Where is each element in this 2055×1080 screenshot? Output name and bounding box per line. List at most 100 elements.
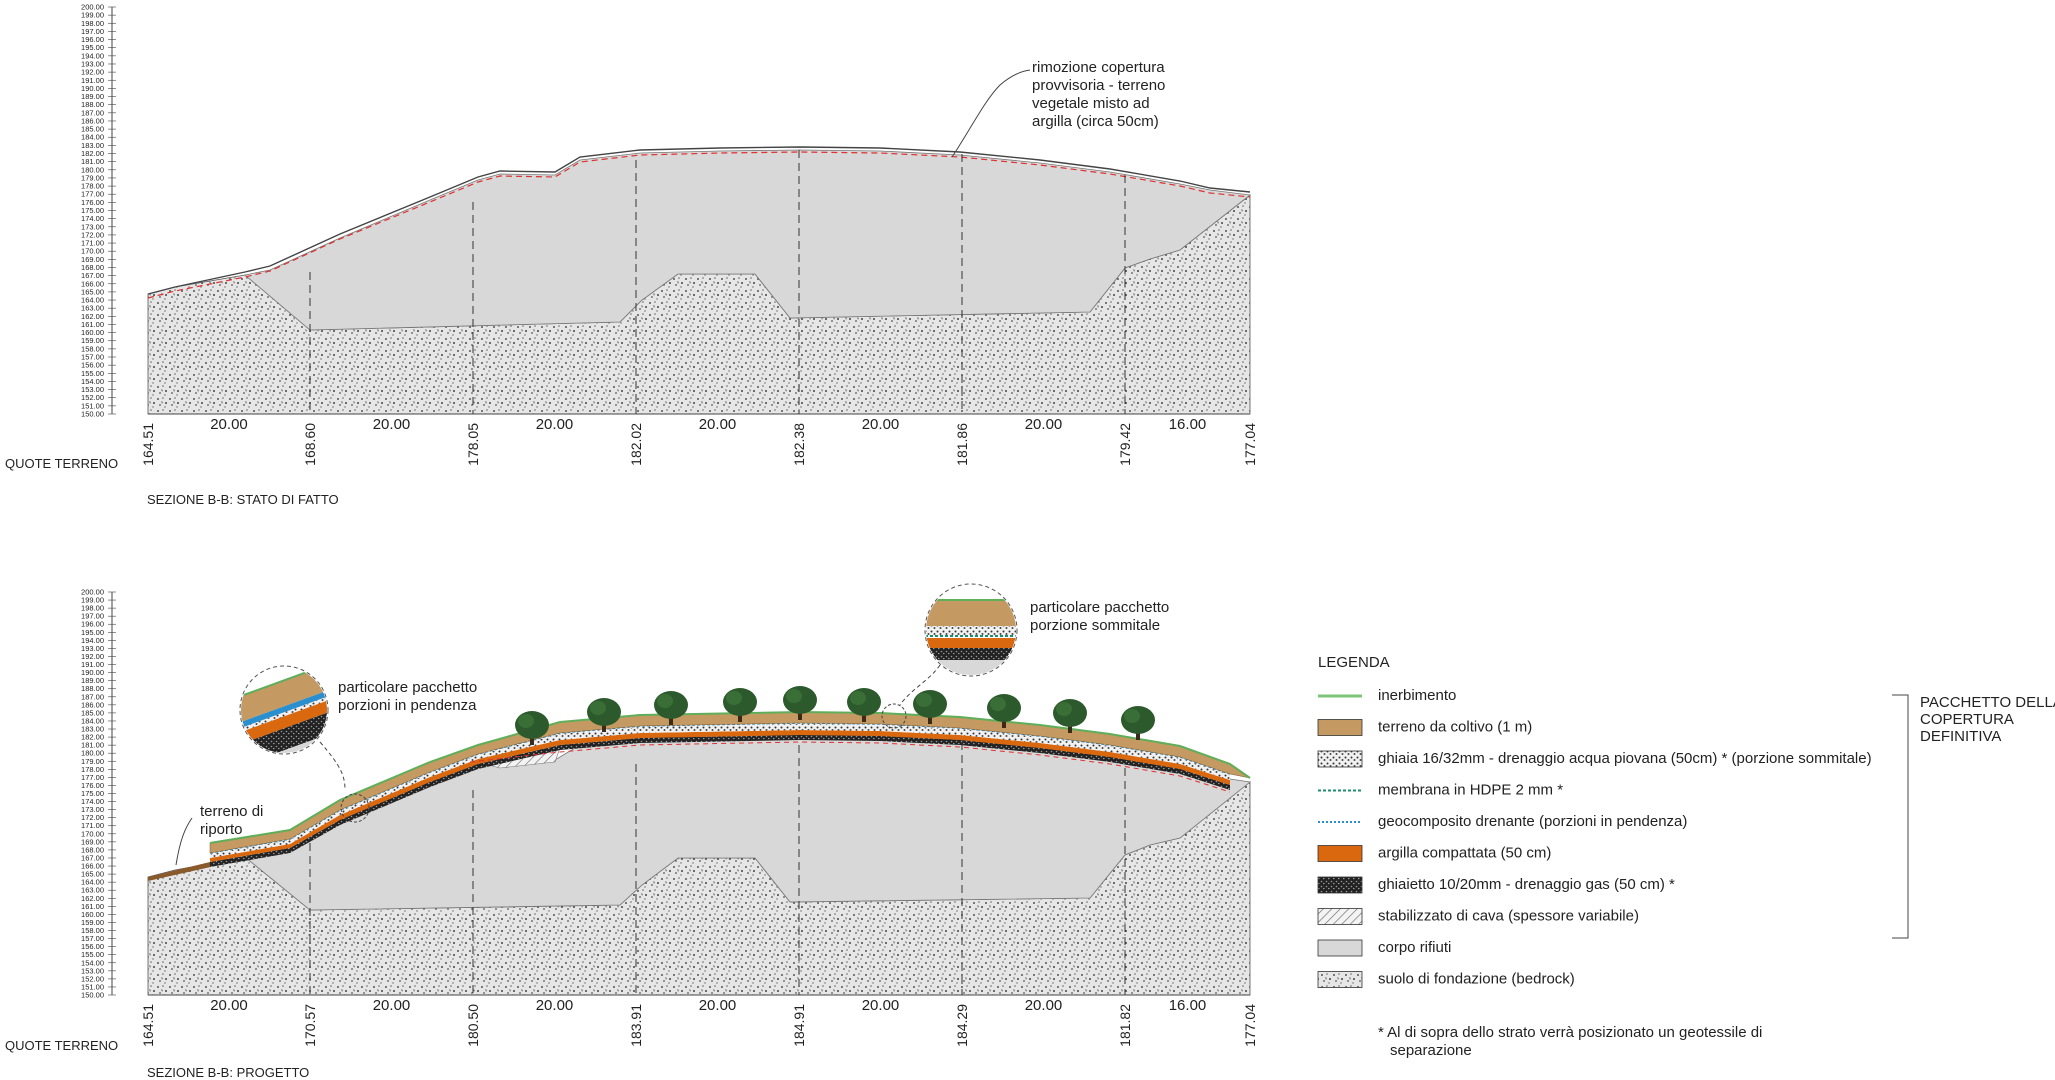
upper-distance-labels: 20.00 20.00 20.00 20.00 20.00 20.00 16.00 bbox=[210, 416, 1206, 433]
lower-axis-label: 150.00 bbox=[81, 991, 104, 1000]
tree-icon bbox=[515, 711, 549, 745]
upper-axis-label: 168.00 bbox=[81, 263, 104, 272]
upper-annotation-line: argilla (circa 50cm) bbox=[1032, 113, 1159, 130]
upper-axis-label: 169.00 bbox=[81, 255, 104, 264]
lower-axis-label: 186.00 bbox=[81, 700, 104, 709]
upper-axis-label: 191.00 bbox=[81, 76, 104, 85]
lower-distance-labels: 20.00 20.00 20.00 20.00 20.00 20.00 16.00 bbox=[210, 997, 1206, 1014]
lower-distance-label: 20.00 bbox=[536, 997, 574, 1014]
legend-swatch bbox=[1317, 719, 1363, 736]
upper-axis-label: 199.00 bbox=[81, 11, 104, 20]
upper-ground-surface bbox=[147, 146, 1251, 295]
upper-axis-label: 186.00 bbox=[81, 116, 104, 125]
legend-item-label: corpo rifiuti bbox=[1378, 939, 1451, 956]
tree-icon bbox=[783, 686, 817, 720]
lower-elevation-label: 183.91 bbox=[628, 1004, 644, 1047]
lower-distance-label: 20.00 bbox=[699, 997, 737, 1014]
lower-axis-label: 155.00 bbox=[81, 950, 104, 959]
lower-axis-label: 162.00 bbox=[81, 894, 104, 903]
legend-item: ghiaietto 10/20mm - drenaggio gas (50 cm… bbox=[1317, 876, 1675, 894]
legend-item-label: inerbimento bbox=[1378, 687, 1456, 704]
upper-axis-label: 155.00 bbox=[81, 369, 104, 378]
upper-axis-label: 157.00 bbox=[81, 353, 104, 362]
upper-axis-label: 174.00 bbox=[81, 214, 104, 223]
lower-axis-label: 182.00 bbox=[81, 733, 104, 742]
lower-axis-label: 161.00 bbox=[81, 902, 104, 911]
lower-axis-label: 191.00 bbox=[81, 660, 104, 669]
lower-elevation-axis: 200.00199.00198.00197.00196.00195.00194.… bbox=[81, 588, 116, 1000]
upper-elevation-label: 164.51 bbox=[140, 423, 156, 466]
lower-elevation-label: 181.82 bbox=[1117, 1004, 1133, 1047]
legend-item-label: stabilizzato di cava (spessore variabile… bbox=[1378, 908, 1639, 925]
lower-distance-label: 20.00 bbox=[210, 997, 248, 1014]
legend-swatch bbox=[1317, 876, 1363, 894]
legend-item-label: argilla compattata (50 cm) bbox=[1378, 845, 1551, 862]
legend-item: stabilizzato di cava (spessore variabile… bbox=[1317, 908, 1639, 925]
lower-axis-label: 168.00 bbox=[81, 845, 104, 854]
lower-distance-label: 20.00 bbox=[862, 997, 900, 1014]
lower-row-label: QUOTE TERRENO bbox=[5, 1038, 118, 1053]
upper-axis-label: 190.00 bbox=[81, 84, 104, 93]
upper-axis-label: 188.00 bbox=[81, 100, 104, 109]
legend-item: geocomposito drenante (porzioni in pende… bbox=[1318, 813, 1687, 830]
tree-icon bbox=[587, 698, 621, 732]
lower-axis-label: 166.00 bbox=[81, 862, 104, 871]
upper-axis-label: 173.00 bbox=[81, 222, 104, 231]
upper-elevation-label: 179.42 bbox=[1117, 423, 1133, 466]
upper-axis-label: 150.00 bbox=[81, 410, 104, 419]
legend: LEGENDA inerbimento terreno da coltivo (1… bbox=[1317, 654, 2055, 1059]
upper-axis-label: 185.00 bbox=[81, 125, 104, 134]
upper-section-title: SEZIONE B-B: STATO DI FATTO bbox=[147, 492, 339, 507]
lower-axis-label: 177.00 bbox=[81, 773, 104, 782]
upper-axis-label: 196.00 bbox=[81, 35, 104, 44]
callout-top-line: porzione sommitale bbox=[1030, 617, 1160, 634]
legend-item: suolo di fondazione (bedrock) bbox=[1317, 971, 1575, 988]
upper-distance-label: 16.00 bbox=[1169, 416, 1207, 433]
lower-axis-label: 169.00 bbox=[81, 837, 104, 846]
upper-axis-label: 189.00 bbox=[81, 92, 104, 101]
legend-swatch bbox=[1317, 750, 1363, 768]
legend-item: membrana in HDPE 2 mm * bbox=[1318, 782, 1563, 799]
lower-axis-label: 167.00 bbox=[81, 853, 104, 862]
legend-item: inerbimento bbox=[1318, 687, 1456, 704]
upper-elevation-label: 181.86 bbox=[954, 423, 970, 466]
legend-items: inerbimento terreno da coltivo (1 m) ghiai… bbox=[1317, 687, 1872, 988]
lower-axis-label: 152.00 bbox=[81, 974, 104, 983]
legend-item: argilla compattata (50 cm) bbox=[1317, 845, 1551, 862]
upper-axis-label: 200.00 bbox=[81, 3, 104, 12]
legend-item-label: suolo di fondazione (bedrock) bbox=[1378, 971, 1575, 988]
upper-axis-label: 180.00 bbox=[81, 165, 104, 174]
bracket-label-line: PACCHETTO DELLA bbox=[1920, 694, 2055, 711]
lower-axis-label: 172.00 bbox=[81, 813, 104, 822]
bracket-label-line: DEFINITIVA bbox=[1920, 728, 2001, 745]
upper-axis-label: 181.00 bbox=[81, 157, 104, 166]
lower-axis-label: 192.00 bbox=[81, 652, 104, 661]
lower-axis-label: 180.00 bbox=[81, 749, 104, 758]
legend-swatch bbox=[1317, 908, 1363, 925]
lower-axis-label: 198.00 bbox=[81, 604, 104, 613]
lower-axis-label: 188.00 bbox=[81, 684, 104, 693]
upper-axis-label: 179.00 bbox=[81, 173, 104, 182]
lower-axis-label: 197.00 bbox=[81, 612, 104, 621]
lower-axis-label: 176.00 bbox=[81, 781, 104, 790]
upper-axis-label: 153.00 bbox=[81, 385, 104, 394]
lower-reporto-fill bbox=[148, 862, 215, 881]
lower-axis-label: 195.00 bbox=[81, 628, 104, 637]
lower-distance-label: 20.00 bbox=[373, 997, 411, 1014]
upper-elevation-labels: 164.51 168.60 178.05 182.02 182.38 181.86 179.… bbox=[140, 423, 1258, 466]
legend-item: terreno da coltivo (1 m) bbox=[1317, 719, 1532, 736]
upper-axis-label: 170.00 bbox=[81, 247, 104, 256]
upper-elevation-label: 168.60 bbox=[302, 423, 318, 466]
upper-axis-label: 198.00 bbox=[81, 19, 104, 28]
lower-distance-label: 20.00 bbox=[1025, 997, 1063, 1014]
tree-icon bbox=[913, 690, 947, 724]
callout-slope-line: porzioni in pendenza bbox=[338, 697, 477, 714]
lower-axis-label: 151.00 bbox=[81, 982, 104, 991]
lower-axis-label: 193.00 bbox=[81, 644, 104, 653]
legend-title: LEGENDA bbox=[1318, 654, 1390, 671]
lower-axis-label: 159.00 bbox=[81, 918, 104, 927]
upper-axis-label: 175.00 bbox=[81, 206, 104, 215]
upper-axis-label: 183.00 bbox=[81, 141, 104, 150]
upper-axis-label: 178.00 bbox=[81, 182, 104, 191]
upper-annotation: rimozione copertura provvisoria - terren… bbox=[1032, 59, 1165, 130]
